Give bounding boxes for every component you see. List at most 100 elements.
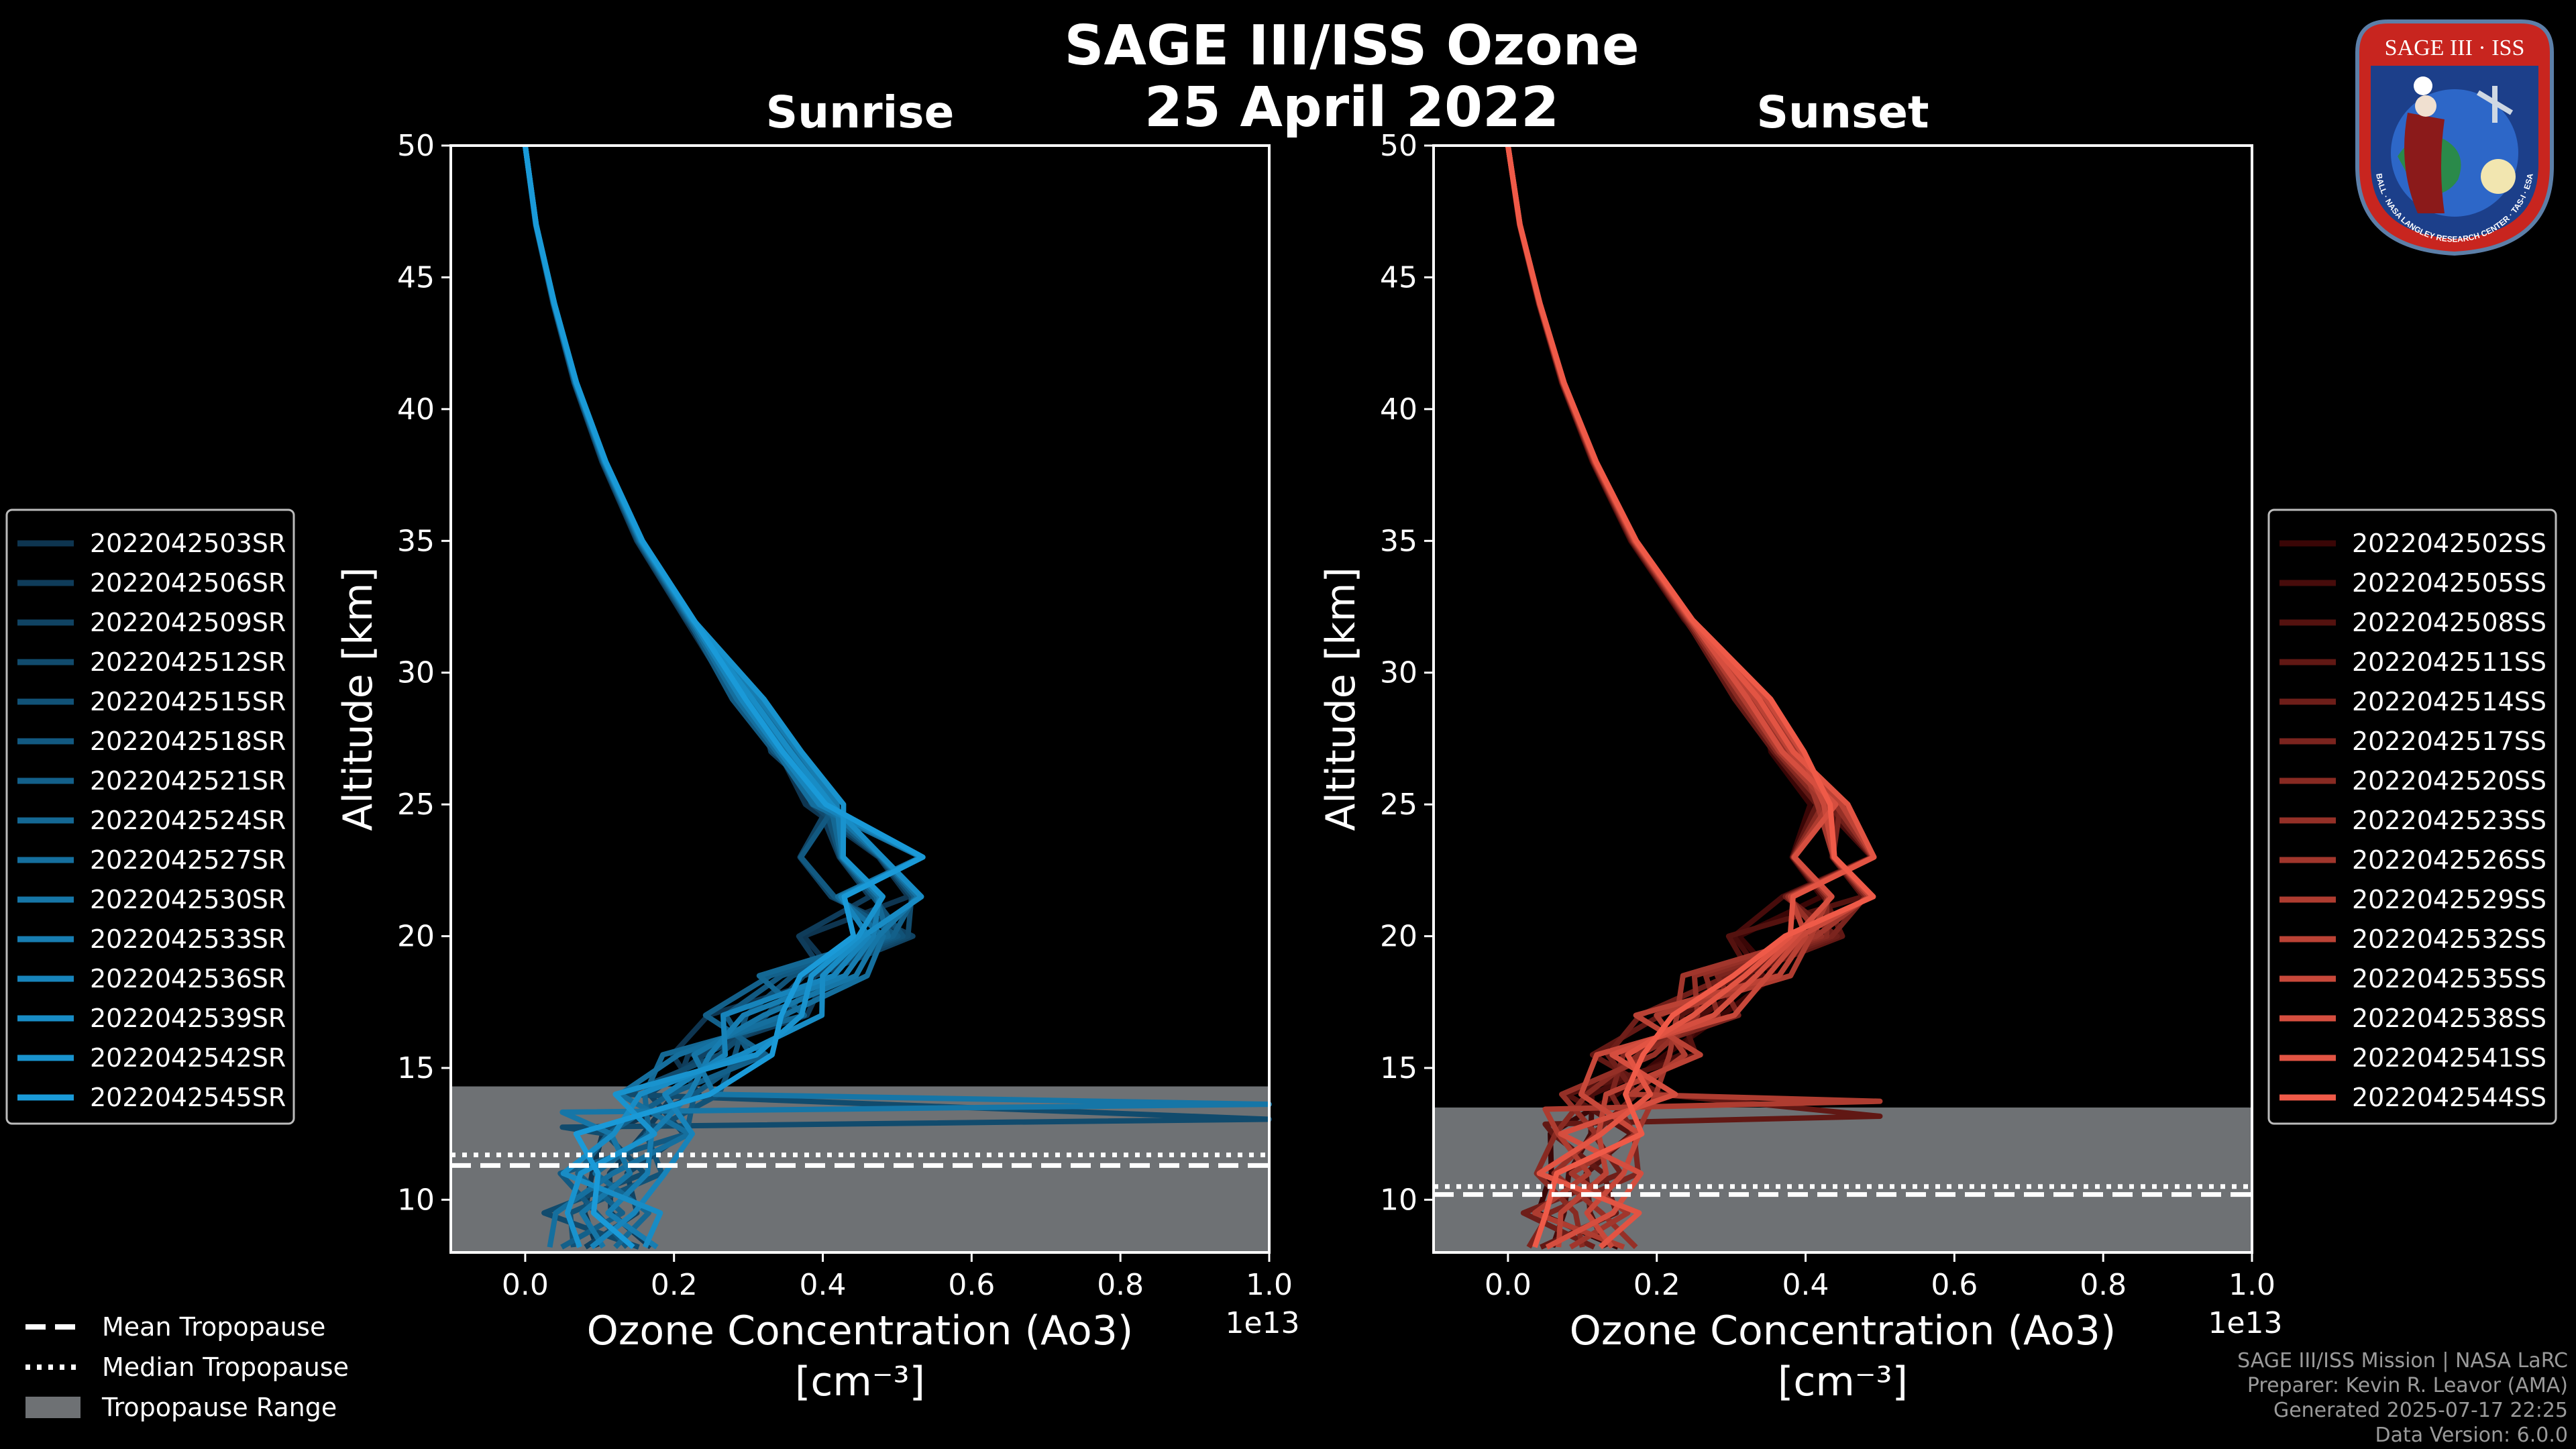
legend-item: 2022042517SS — [2352, 727, 2546, 756]
profile-line-2022042529SS — [1505, 145, 1883, 1250]
legend-item: 2022042527SR — [90, 845, 286, 875]
sunrise-profiles — [522, 145, 1272, 1250]
y-tick-label: 35 — [397, 524, 435, 558]
legend-item: 2022042511SS — [2352, 647, 2546, 677]
x-multiplier: 1e13 — [2208, 1306, 2282, 1340]
legend-item: 2022042544SS — [2352, 1083, 2546, 1112]
sunrise-series-legend: 2022042503SR 2022042506SR 2022042509SR 2022… — [5, 508, 295, 1125]
legend-item: 2022042509SR — [90, 608, 286, 637]
x-tick-label: 0.4 — [800, 1268, 847, 1302]
y-tick-label: 15 — [1380, 1051, 1417, 1085]
footer-credits: SAGE III/ISS Mission | NASA LaRC Prepare… — [2237, 1349, 2568, 1447]
legend-item: 2022042505SS — [2352, 568, 2546, 598]
plot-frame — [449, 144, 1271, 1254]
x-tick-label: 0.4 — [1782, 1268, 1829, 1302]
x-tick-label: 0.0 — [1485, 1268, 1532, 1302]
x-axis-units: [cm⁻³] — [1778, 1358, 1908, 1405]
legend-item: 2022042514SS — [2352, 687, 2546, 716]
y-tick-label: 30 — [397, 656, 435, 690]
sunset-panel: 10 15 20 25 30 35 40 45 50 0.0 0.2 0.4 0.6 0.8 1.0 1e13… — [1318, 87, 2557, 1405]
legend-item: 2022042539SR — [90, 1004, 286, 1033]
y-tick-label: 30 — [1380, 656, 1417, 690]
figure-date: 25 April 2022 — [1144, 76, 1559, 140]
legend-item: 2022042508SS — [2352, 608, 2546, 637]
tropopause-legend: Mean Tropopause Median Tropopause Tropopau… — [25, 1312, 349, 1422]
profile-line-2022042518SR — [522, 145, 901, 1249]
y-tick-label: 20 — [397, 920, 435, 954]
footer-version: Data Version: 6.0.0 — [2375, 1424, 2568, 1447]
profile-line-2022042523SS — [1505, 145, 1876, 1249]
panel-title: Sunrise — [766, 87, 955, 138]
legend-item: 2022042520SS — [2352, 766, 2546, 796]
x-tick-label: 0.0 — [502, 1268, 549, 1302]
legend-median-tropopause: Median Tropopause — [102, 1352, 349, 1382]
y-tick-label: 45 — [1380, 260, 1417, 294]
y-tick-label: 35 — [1380, 524, 1417, 558]
y-axis-label: Altitude [km] — [335, 567, 382, 831]
sunset-series-legend: 2022042502SS 2022042505SS 2022042508SS 2022… — [2267, 508, 2557, 1125]
x-tick-label: 0.6 — [1931, 1268, 1978, 1302]
profile-line-2022042503SR — [522, 145, 912, 1248]
sunrise-panel: 10 15 20 25 30 35 40 45 50 0.0 0.2 0.4 0.6 0.8 1.0 1e13… — [5, 87, 1300, 1405]
plot-frame — [1432, 144, 2253, 1254]
legend-item: 2022042502SS — [2352, 529, 2546, 558]
x-tick-label: 0.6 — [948, 1268, 995, 1302]
y-tick-label: 50 — [1380, 129, 1417, 163]
panel-title: Sunset — [1756, 87, 1929, 138]
legend-item: 2022042541SS — [2352, 1043, 2546, 1073]
legend-item: 2022042523SS — [2352, 806, 2546, 835]
x-tick-label: 1.0 — [2229, 1268, 2275, 1302]
profile-line-2022042544SS — [1505, 145, 1876, 1248]
sunset-profiles — [1505, 145, 1883, 1250]
y-tick-label: 20 — [1380, 920, 1417, 954]
profile-line-2022042502SS — [1505, 145, 1825, 1250]
legend-item: 2022042533SR — [90, 924, 286, 954]
profile-line-2022042521SR — [522, 145, 918, 1250]
x-multiplier: 1e13 — [1225, 1306, 1299, 1340]
profile-line-2022042526SS — [1505, 145, 1871, 1250]
y-axis-label: Altitude [km] — [1318, 567, 1364, 831]
x-tick-label: 0.2 — [651, 1268, 698, 1302]
profile-line-2022042538SS — [1505, 145, 1839, 1250]
y-tick-label: 50 — [397, 129, 435, 163]
legend-item: 2022042538SS — [2352, 1004, 2546, 1033]
x-axis-label: Ozone Concentration (Ao3) — [1570, 1307, 2116, 1354]
x-tick-label: 1.0 — [1246, 1268, 1293, 1302]
legend-item: 2022042532SS — [2352, 924, 2546, 954]
x-tick-label: 0.8 — [1097, 1268, 1144, 1302]
y-tick-label: 40 — [397, 392, 435, 427]
profile-line-2022042505SS — [1505, 145, 1875, 1248]
sage-iii-iss-logo: SAGE III · ISS BALL · NASA LANGLEY RESEA… — [2355, 19, 2554, 256]
profile-line-2022042508SS — [1505, 145, 1866, 1248]
legend-item: 2022042512SR — [90, 647, 286, 677]
profile-line-2022042532SS — [1505, 145, 1876, 1248]
footer-mission: SAGE III/ISS Mission | NASA LaRC — [2237, 1349, 2568, 1373]
legend-item: 2022042535SS — [2352, 964, 2546, 994]
profile-line-2022042511SS — [1505, 145, 1883, 1250]
logo-title: SAGE III · ISS — [2385, 36, 2525, 60]
profile-line-2022042535SS — [1505, 145, 1874, 1249]
profile-line-2022042520SS — [1505, 145, 1830, 1248]
y-tick-label: 10 — [397, 1183, 435, 1217]
legend-item: 2022042526SS — [2352, 845, 2546, 875]
legend-item: 2022042545SR — [90, 1083, 286, 1112]
legend-item: 2022042518SR — [90, 727, 286, 756]
legend-item: 2022042506SR — [90, 568, 286, 598]
legend-tropopause-range-swatch — [25, 1397, 80, 1418]
y-tick-label: 40 — [1380, 392, 1417, 427]
legend-item: 2022042536SR — [90, 964, 286, 994]
footer-generated: Generated 2025-07-17 22:25 — [2273, 1399, 2568, 1422]
legend-tropopause-range: Tropopause Range — [101, 1393, 337, 1422]
legend-item: 2022042524SR — [90, 806, 286, 835]
legend-item: 2022042521SR — [90, 766, 286, 796]
x-axis-label: Ozone Concentration (Ao3) — [587, 1307, 1134, 1354]
profile-line-2022042509SR — [522, 145, 916, 1250]
x-axis-units: [cm⁻³] — [795, 1358, 925, 1405]
y-tick-label: 45 — [397, 260, 435, 294]
x-tick-label: 0.2 — [1633, 1268, 1680, 1302]
legend-frame — [5, 508, 295, 1125]
legend-item: 2022042542SR — [90, 1043, 286, 1073]
profile-line-2022042541SS — [1505, 145, 1877, 1250]
legend-mean-tropopause: Mean Tropopause — [102, 1312, 325, 1342]
footer-preparer: Preparer: Kevin R. Leavor (AMA) — [2247, 1374, 2568, 1397]
